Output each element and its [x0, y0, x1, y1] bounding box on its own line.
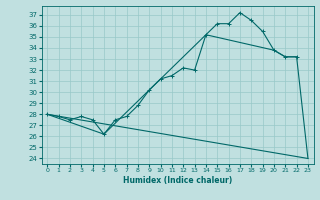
X-axis label: Humidex (Indice chaleur): Humidex (Indice chaleur) — [123, 176, 232, 185]
